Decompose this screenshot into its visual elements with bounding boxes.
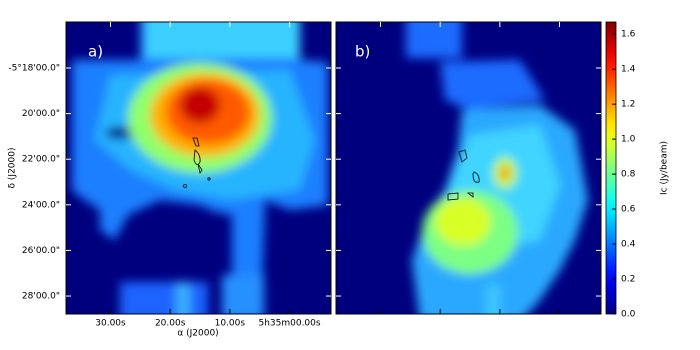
x-tick-label: 10.00s (215, 319, 246, 329)
x-tick-label: 5h35m00.00s (258, 319, 320, 329)
colorbar-label: Ic (Jy/beam) (660, 141, 670, 195)
colorbar-tick-label: 0.0 (621, 310, 636, 320)
x-axis-label: α (J2000) (177, 329, 218, 339)
map-b (336, 22, 601, 314)
y-tick-label: 22'00.0" (22, 155, 60, 165)
colorbar-tick-label: 0.6 (621, 205, 636, 215)
colorbar-tick-label: 0.8 (621, 170, 636, 180)
panel-label: a) (88, 43, 103, 61)
y-tick-label: 28'00.0" (22, 292, 60, 302)
y-axis-label: δ (J2000) (8, 148, 18, 189)
x-tick-label: 20.00s (155, 319, 186, 329)
y-tick-label: 20'00.0" (22, 109, 60, 119)
map-a (66, 22, 331, 314)
y-tick-label: -5°18'00.0" (8, 63, 60, 73)
colorbar-tick-label: 1.4 (621, 65, 636, 75)
colorbar (605, 21, 617, 315)
y-tick-label: 26'00.0" (22, 246, 60, 256)
colorbar-tick-label: 0.4 (621, 240, 636, 250)
colorbar-tick-label: 1.2 (621, 100, 635, 110)
colorbar-tick-label: 1.0 (621, 135, 636, 145)
panel-label: b) (355, 43, 370, 61)
colorbar-tick-label: 0.2 (621, 275, 635, 285)
y-tick-label: 24'00.0" (22, 200, 60, 210)
x-tick-label: 30.00s (95, 319, 126, 329)
colorbar-tick-label: 1.6 (621, 30, 636, 40)
